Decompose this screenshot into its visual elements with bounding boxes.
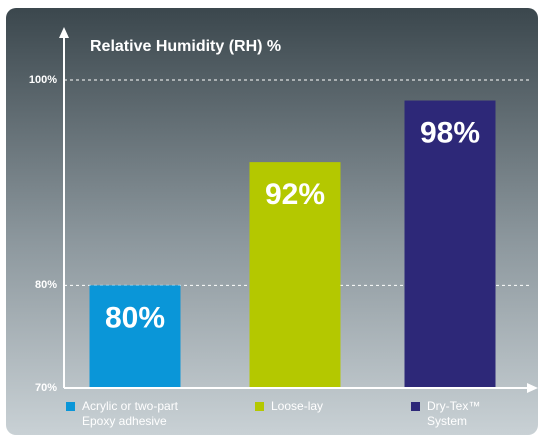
- chart-title: Relative Humidity (RH) %: [90, 38, 281, 55]
- bar: [404, 100, 496, 389]
- y-tick-label: 80%: [35, 279, 57, 291]
- bar: [89, 285, 181, 388]
- legend-label: Dry-Tex™ System: [427, 399, 481, 428]
- legend-swatch: [411, 402, 420, 411]
- x-axis-arrow: [527, 383, 538, 393]
- legend-item: Dry-Tex™ System: [411, 399, 497, 429]
- value-label: 80%: [105, 301, 165, 334]
- y-axis-arrow: [59, 27, 69, 38]
- legend-item: Acrylic or two-part Epoxy adhesive: [66, 399, 192, 429]
- legend-item: Loose-lay: [255, 399, 391, 414]
- value-label: 98%: [420, 116, 480, 149]
- y-tick-label: 70%: [35, 382, 57, 394]
- bar: [249, 162, 341, 388]
- legend-label: Loose-lay: [271, 399, 324, 413]
- legend-swatch: [255, 402, 264, 411]
- y-tick-label: 100%: [29, 74, 57, 86]
- value-label: 92%: [265, 178, 325, 211]
- legend-swatch: [66, 402, 75, 411]
- legend-label: Acrylic or two-part Epoxy adhesive: [82, 399, 179, 428]
